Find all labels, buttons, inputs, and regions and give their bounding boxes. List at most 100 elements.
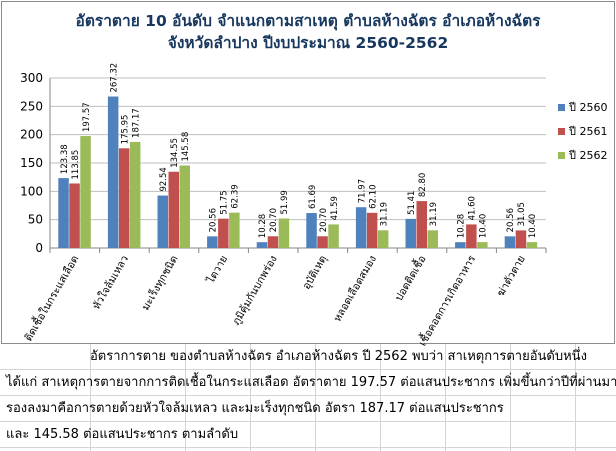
data-label: 20.70 xyxy=(319,208,329,232)
data-label: 20.56 xyxy=(506,208,516,232)
data-label: 41.60 xyxy=(468,196,478,220)
x-tick-label: อุบัติเหตุ xyxy=(300,253,329,291)
grid-column-line xyxy=(90,344,91,451)
chart-title: อัตราตาย 10 อันดับ จำแนกตามสาเหตุ ตำบลห้… xyxy=(2,10,614,54)
bar xyxy=(328,224,339,248)
data-label: 31.05 xyxy=(517,202,527,226)
x-tick-label: ไตวาย xyxy=(203,253,230,286)
data-label: 62.10 xyxy=(368,184,378,208)
legend-swatch xyxy=(558,152,565,159)
data-label: 31.19 xyxy=(429,202,439,226)
data-label: 134.55 xyxy=(170,138,180,168)
y-tick-label: 0 xyxy=(35,241,43,255)
y-tick-label: 50 xyxy=(28,213,43,227)
legend-swatch xyxy=(558,128,565,135)
data-label: 51.99 xyxy=(280,190,290,214)
grid-column-line xyxy=(315,344,316,451)
legend-label: ปี 2562 xyxy=(568,149,608,162)
bar xyxy=(466,224,477,248)
bar xyxy=(427,230,438,248)
data-label: 51.75 xyxy=(220,190,230,214)
bar xyxy=(306,213,317,248)
bar xyxy=(416,201,427,248)
data-label: 10.40 xyxy=(528,214,538,238)
data-label: 51.41 xyxy=(407,191,417,215)
chart-frame: อัตราตาย 10 อันดับ จำแนกตามสาเหตุ ตำบลห้… xyxy=(1,1,615,344)
data-label: 62.39 xyxy=(231,184,241,208)
bar xyxy=(405,218,416,248)
summary-line-2: ได้แก่ สาเหตุการตายจากการติดเชื้อในกระแส… xyxy=(6,375,616,390)
bar-chart: 0 50 100 150 200 250 300 123.38 113.85 197.57 ติดเ… xyxy=(20,63,608,346)
legend-swatch xyxy=(558,104,565,111)
data-label: 20.56 xyxy=(209,208,219,232)
data-label: 61.69 xyxy=(308,185,318,209)
y-tick-label: 300 xyxy=(20,71,43,85)
y-tick-label: 200 xyxy=(20,128,43,142)
bar xyxy=(267,236,279,248)
data-label: 20.70 xyxy=(269,208,279,232)
grid-column-line xyxy=(380,344,381,451)
data-label: 10.40 xyxy=(479,214,489,238)
legend-label: ปี 2560 xyxy=(568,101,608,114)
data-label: 197.57 xyxy=(82,102,92,132)
summary-line-1: อัตราการตาย ของตำบลห้างฉัตร อำเภอห้างฉัต… xyxy=(90,349,587,364)
y-tick-label: 100 xyxy=(20,184,43,198)
data-label: 175.95 xyxy=(120,115,130,145)
bar xyxy=(218,218,229,248)
bar xyxy=(157,195,168,248)
data-label: 113.85 xyxy=(71,150,81,180)
summary-line-3: รองลงมาคือการตายด้วยหัวใจล้มเหลว และมะเร… xyxy=(6,401,504,416)
grid-column-line xyxy=(510,344,511,451)
x-tick-label: ภูมิคุ้มกันบกพร่อง xyxy=(230,254,280,328)
chart-title-line-1: อัตราตาย 10 อันดับ จำแนกตามสาเหตุ ตำบลห้… xyxy=(75,12,541,30)
bar xyxy=(515,230,527,248)
data-label: 41.59 xyxy=(330,196,340,220)
grid-column-line xyxy=(575,344,576,451)
bar xyxy=(118,148,130,248)
data-label: 71.97 xyxy=(357,179,367,203)
chart-subtitle: จังหวัดลำปาง ปีงบประมาณ 2560-2562 xyxy=(167,34,449,52)
grid-column-line xyxy=(185,344,186,451)
bar xyxy=(504,236,516,248)
grid-column-line xyxy=(250,344,251,451)
data-label: 267.32 xyxy=(109,63,119,93)
legend-label: ปี 2561 xyxy=(568,125,608,138)
bar xyxy=(107,96,119,248)
x-tick-label: ฆ่าตัวตาย xyxy=(495,254,528,299)
bar xyxy=(317,236,328,248)
bar xyxy=(69,183,80,248)
summary-grid: อัตราการตาย ของตำบลห้างฉัตร อำเภอห้างฉัต… xyxy=(0,344,616,451)
grid-column-line xyxy=(445,344,446,451)
bar xyxy=(355,207,367,248)
data-label: 10.28 xyxy=(457,214,467,238)
bar xyxy=(526,242,538,248)
bar xyxy=(207,236,218,248)
data-label: 187.17 xyxy=(131,108,141,138)
summary-row: และ 145.58 ต่อแสนประชากร ตามลำดับ xyxy=(0,422,616,448)
bar xyxy=(455,242,466,248)
bar xyxy=(80,136,91,248)
bar xyxy=(377,230,389,248)
y-tick-label: 150 xyxy=(20,156,43,170)
data-label: 123.38 xyxy=(60,144,70,174)
data-label: 10.28 xyxy=(258,214,268,238)
x-tick-label: ติดเชื้อในกระแสเลือด xyxy=(21,253,82,344)
bar xyxy=(179,165,190,248)
bar xyxy=(366,212,378,248)
bar xyxy=(129,141,141,248)
bar xyxy=(278,218,290,248)
data-label: 145.58 xyxy=(181,132,191,162)
summary-row: อัตราการตาย ของตำบลห้างฉัตร อำเภอห้างฉัต… xyxy=(0,344,616,370)
x-tick-label: มะเร็งทุกชนิด xyxy=(138,253,181,313)
bar xyxy=(168,171,179,248)
bar xyxy=(58,178,69,248)
data-label: 92.54 xyxy=(159,167,169,191)
bar xyxy=(477,242,488,248)
bar xyxy=(229,212,240,248)
x-tick-label: หัวใจล้มเหลว xyxy=(90,253,131,312)
y-tick-label: 250 xyxy=(20,99,43,113)
summary-row: ได้แก่ สาเหตุการตายจากการติดเชื้อในกระแส… xyxy=(0,370,616,396)
data-label: 82.80 xyxy=(418,173,428,197)
summary-row: รองลงมาคือการตายด้วยหัวใจล้มเหลว และมะเร… xyxy=(0,396,616,422)
x-tick-label: ปอดติดเชื้อ xyxy=(391,253,428,304)
